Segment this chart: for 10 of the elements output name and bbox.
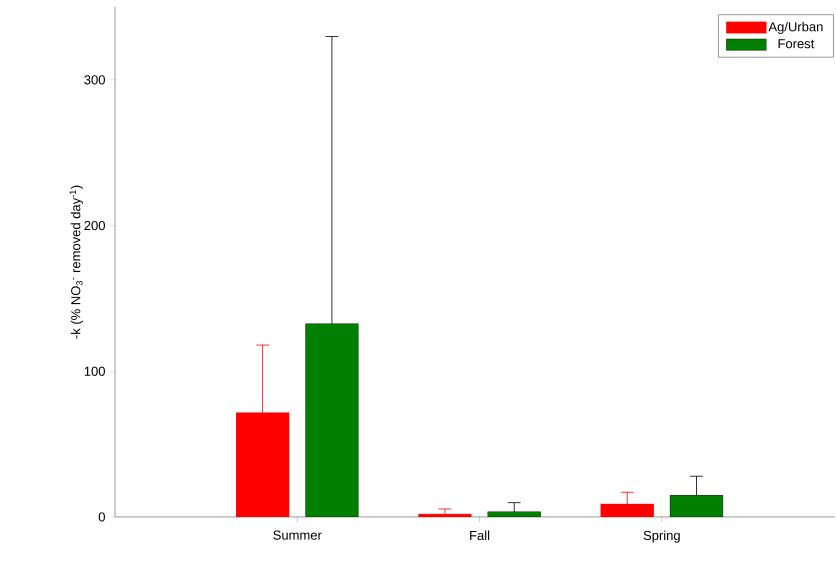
y-axis-title: -k (% NO$_{3}$$^{-}$ removed day$^{-1}$) — [70, 186, 83, 339]
x-tick-label: Spring — [644, 530, 680, 543]
y-tick-label: 0 — [98, 512, 105, 522]
x-tick-label: Fall — [470, 530, 490, 540]
legend-label: Forest — [778, 39, 814, 48]
y-tick-label: 300 — [84, 75, 105, 84]
y-tick-label: 200 — [84, 220, 105, 230]
x-tick-label: Summer — [273, 530, 322, 540]
y-tick-label: 100 — [84, 366, 105, 376]
legend-label: Ag/Urban — [768, 22, 823, 34]
